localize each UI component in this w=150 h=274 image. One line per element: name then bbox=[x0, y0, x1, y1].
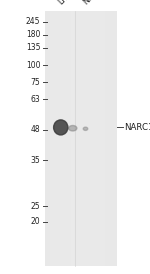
Text: NIH3T3: NIH3T3 bbox=[81, 0, 108, 7]
Text: Liver: Liver bbox=[56, 0, 76, 7]
Text: 180: 180 bbox=[26, 30, 40, 39]
Text: 63: 63 bbox=[31, 95, 40, 104]
Text: NARC1: NARC1 bbox=[124, 123, 150, 132]
Bar bbox=[45, 11, 117, 266]
Bar bbox=[50, 11, 74, 266]
Ellipse shape bbox=[54, 120, 68, 135]
Text: 35: 35 bbox=[31, 156, 40, 165]
Text: 135: 135 bbox=[26, 44, 40, 52]
Text: 20: 20 bbox=[31, 218, 40, 226]
Text: 245: 245 bbox=[26, 18, 40, 26]
Text: 100: 100 bbox=[26, 61, 40, 70]
Bar bbox=[71, 11, 105, 266]
Text: 25: 25 bbox=[31, 202, 40, 210]
Ellipse shape bbox=[69, 125, 77, 131]
Ellipse shape bbox=[83, 127, 88, 130]
Text: 75: 75 bbox=[31, 78, 40, 87]
Text: 48: 48 bbox=[31, 125, 40, 134]
